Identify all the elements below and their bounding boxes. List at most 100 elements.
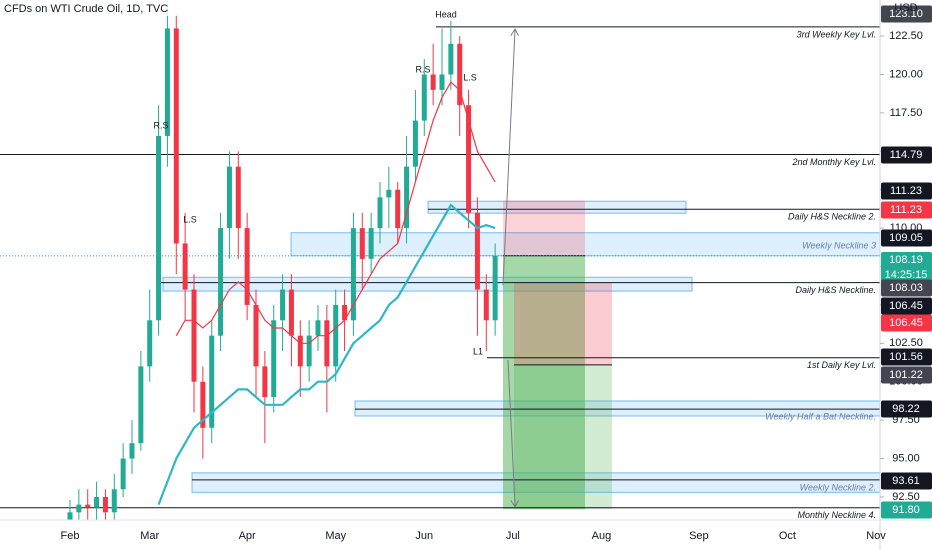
candle-body xyxy=(209,335,215,428)
price-tag xyxy=(881,501,932,519)
candle-body xyxy=(333,304,339,367)
candle-body xyxy=(324,320,330,367)
chart-title: CFDs on WTI Crude Oil, 1D, TVC xyxy=(4,3,168,15)
level-label: Monthly Neckline 4. xyxy=(797,510,876,520)
annotation: Head xyxy=(435,9,457,19)
currency: USD xyxy=(894,2,917,14)
candle-body xyxy=(129,443,135,459)
candle-body xyxy=(421,74,427,121)
candle-body xyxy=(342,304,348,321)
x-tick-label: Mar xyxy=(140,530,159,542)
zone xyxy=(354,400,880,417)
candle-body xyxy=(288,289,294,336)
candle-body xyxy=(430,74,436,90)
zone xyxy=(427,200,687,214)
price-tag-label: 111.23 xyxy=(890,185,922,197)
target-zone xyxy=(503,255,585,510)
price-tag-label: 101.56 xyxy=(889,351,923,363)
candle-body xyxy=(138,366,144,444)
y-tick-label: 95.00 xyxy=(892,452,920,464)
price-tag-label: 123.10 xyxy=(889,8,923,20)
price-tag-label: 108.19 xyxy=(889,254,923,266)
level-label: Daily H&S Neckline. xyxy=(795,285,876,295)
level-label: 1st Daily Key Lvl. xyxy=(807,360,876,370)
candle-body xyxy=(395,189,401,229)
target-zone xyxy=(514,364,612,510)
price-tag xyxy=(881,201,932,219)
price-tag-label: 109.05 xyxy=(889,232,923,244)
positions xyxy=(503,200,612,510)
candle-body xyxy=(280,289,286,321)
arrow-down xyxy=(507,359,515,506)
candle-body xyxy=(67,512,73,520)
candle-body xyxy=(147,320,153,367)
zone xyxy=(162,276,693,292)
price-tag-label: 114.79 xyxy=(890,149,923,161)
x-tick-label: Sep xyxy=(689,530,709,542)
moving-average xyxy=(175,81,496,344)
candle-body xyxy=(315,320,321,336)
price-tag xyxy=(881,400,932,418)
price-tag xyxy=(881,5,932,23)
zone xyxy=(290,232,880,257)
candle-body xyxy=(412,120,418,167)
annotations: Head R.S L.S R.S L.S L1 xyxy=(153,9,483,356)
price-tag-label: 93.61 xyxy=(892,475,920,487)
candle-body xyxy=(182,243,188,290)
price-tag-label: 106.45 xyxy=(889,317,923,329)
candle-body xyxy=(474,212,480,290)
x-tick-label: Aug xyxy=(592,530,612,542)
candle-body xyxy=(235,166,241,229)
y-tick-label: 120.00 xyxy=(889,68,923,80)
candle-body xyxy=(111,489,117,513)
x-tick-label: Jun xyxy=(415,530,433,542)
price-tag xyxy=(881,252,932,284)
candle-body xyxy=(94,496,100,508)
candle-body xyxy=(368,228,374,259)
candle-body xyxy=(253,304,259,367)
stop-zone xyxy=(514,282,612,365)
price-tag xyxy=(881,229,932,247)
candle-body xyxy=(120,458,126,490)
price-tag xyxy=(881,182,932,200)
candle-body xyxy=(466,105,472,213)
price-tag xyxy=(881,279,932,297)
x-tick-label: May xyxy=(325,530,346,542)
annotation: L.S xyxy=(183,214,197,224)
x-tick-label: Apr xyxy=(239,530,256,542)
moving-averages xyxy=(157,81,496,505)
candle-body xyxy=(386,189,392,198)
moving-average xyxy=(157,203,496,505)
levels: 3rd Weekly Key Lvl. 2nd Monthly Key Lvl. D… xyxy=(0,26,880,520)
y-tick-label: 92.50 xyxy=(892,491,920,503)
candle-body xyxy=(457,43,463,106)
candle-body xyxy=(218,228,224,336)
annotation: L.S xyxy=(463,72,477,82)
candle-body xyxy=(262,366,268,398)
candle-body xyxy=(492,255,498,321)
level-label: 3rd Weekly Key Lvl. xyxy=(797,29,876,39)
y-tick-label: 117.50 xyxy=(890,107,923,119)
x-axis: Feb Mar Apr May Jun Jul Aug Sep Oct Nov xyxy=(61,530,887,542)
candle-body xyxy=(306,335,312,367)
arrows xyxy=(502,30,515,506)
price-tag-label: 108.03 xyxy=(889,282,923,294)
price-tag xyxy=(881,146,932,164)
candles xyxy=(67,0,498,520)
price-tag-label: 106.45 xyxy=(889,300,923,312)
price-tag xyxy=(881,366,932,384)
y-tick-label: 102.50 xyxy=(889,337,923,349)
candle-body xyxy=(173,28,179,244)
annotation: R.S xyxy=(153,120,168,130)
candle-body xyxy=(191,289,197,382)
annotation: L1 xyxy=(473,346,483,356)
candle-body xyxy=(350,228,356,321)
level-label: Weekly Neckline 2. xyxy=(800,482,876,492)
candle-body xyxy=(226,166,232,229)
level-label: Weekly Half a Bat Neckline. xyxy=(765,411,876,421)
x-tick-label: Oct xyxy=(779,530,796,542)
price-tag-label: 91.80 xyxy=(892,504,920,516)
price-tag xyxy=(881,297,932,315)
y-tick-label: 122.50 xyxy=(889,30,923,42)
